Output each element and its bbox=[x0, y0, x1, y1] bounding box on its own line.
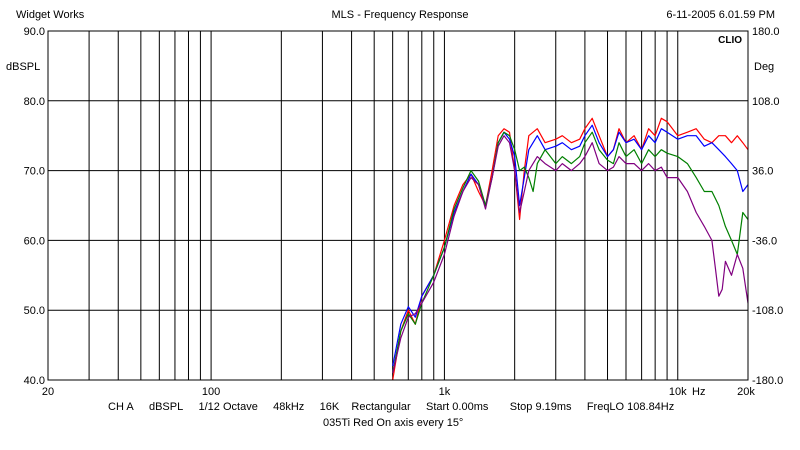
setting-freqlo: FreqLO 108.84Hz bbox=[586, 401, 675, 413]
setting-stop: Stop 9.19ms bbox=[509, 401, 572, 413]
y-right-tick-label: -36.0 bbox=[752, 235, 777, 247]
series-line-3 bbox=[392, 131, 749, 374]
header-title: MLS - Frequency Response bbox=[331, 9, 469, 21]
y-tick-label: 60.0 bbox=[24, 235, 45, 247]
header-company: Widget Works bbox=[16, 9, 85, 21]
chart-grid bbox=[48, 31, 748, 380]
plot-frame bbox=[47, 30, 749, 381]
chart-series bbox=[392, 117, 749, 381]
setting-channel: CH A bbox=[108, 401, 134, 413]
chart-axes: 40.0 50.0 60.0 70.0 80.0 90.0 -180.0 -108.0 -36.… bbox=[24, 26, 784, 398]
x-tick-label: 20k bbox=[737, 386, 755, 398]
y-axis-label: dBSPL bbox=[6, 61, 40, 73]
y-tick-label: 70.0 bbox=[24, 166, 45, 178]
y-right-tick-label: 36.0 bbox=[752, 166, 773, 178]
setting-samplerate: 48kHz bbox=[273, 401, 305, 413]
setting-window: Rectangular bbox=[351, 401, 411, 413]
setting-smoothing: 1/12 Octave bbox=[198, 401, 258, 413]
chart-caption: 035Ti Red On axis every 15° bbox=[323, 417, 464, 429]
y-right-tick-label: 180.0 bbox=[752, 26, 780, 38]
y-tick-label: 90.0 bbox=[24, 26, 45, 38]
header-timestamp: 6-11-2005 6.01.59 PM bbox=[666, 9, 775, 21]
series-line-4 bbox=[392, 135, 749, 374]
setting-unit: dBSPL bbox=[148, 401, 184, 413]
clio-brand-logo: CLIO bbox=[718, 35, 742, 46]
x-tick-label: 10k bbox=[669, 386, 687, 398]
y-tick-label: 50.0 bbox=[24, 305, 45, 317]
setting-start: Start 0.00ms bbox=[426, 401, 489, 413]
measurement-settings: CH A dBSPL 1/12 Octave 48kHz 16K Rectang… bbox=[108, 401, 674, 413]
y-right-tick-label: 108.0 bbox=[752, 96, 780, 108]
series-line-1 bbox=[392, 117, 749, 381]
series-line-2 bbox=[392, 124, 749, 367]
y-tick-label: 40.0 bbox=[24, 375, 45, 387]
x-axis-label: Hz bbox=[692, 386, 705, 398]
setting-size: 16K bbox=[319, 401, 340, 413]
y-tick-label: 80.0 bbox=[24, 96, 45, 108]
x-tick-label: 1k bbox=[439, 386, 451, 398]
x-tick-label: 20 bbox=[42, 386, 54, 398]
y-right-tick-label: -180.0 bbox=[752, 375, 783, 387]
y-axis-right-label: Deg bbox=[754, 61, 774, 73]
x-tick-label: 100 bbox=[202, 386, 220, 398]
y-right-tick-label: -108.0 bbox=[752, 305, 783, 317]
